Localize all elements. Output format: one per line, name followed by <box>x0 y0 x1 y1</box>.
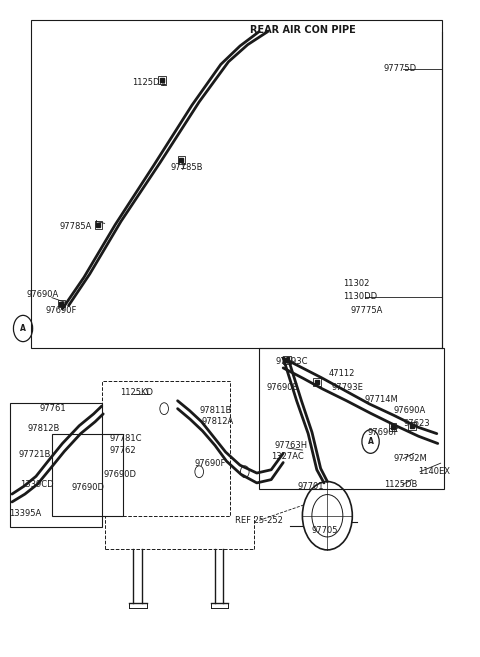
Text: 97775D: 97775D <box>384 64 417 74</box>
Bar <box>58 300 65 307</box>
Text: 97690D: 97690D <box>71 483 104 492</box>
Text: 97701: 97701 <box>298 482 324 491</box>
Bar <box>31 20 442 348</box>
Text: 97690F: 97690F <box>46 306 77 315</box>
Text: REF 25-252: REF 25-252 <box>235 516 283 525</box>
Text: 97690A: 97690A <box>394 406 426 415</box>
Bar <box>158 76 166 84</box>
Text: 97793E: 97793E <box>331 383 363 392</box>
Bar <box>10 403 102 527</box>
Text: 97690D: 97690D <box>103 470 136 479</box>
Bar <box>389 423 396 431</box>
Text: 97623: 97623 <box>403 419 430 428</box>
Bar <box>102 381 230 516</box>
Text: 1140EX: 1140EX <box>418 467 450 476</box>
Text: 97705: 97705 <box>311 526 337 535</box>
Text: 97762: 97762 <box>109 445 136 455</box>
Bar <box>408 422 416 430</box>
Text: 97690F: 97690F <box>367 428 398 437</box>
Bar <box>52 434 123 516</box>
Text: 97785B: 97785B <box>170 163 203 172</box>
Text: 97812B: 97812B <box>28 424 60 433</box>
Bar <box>283 356 291 364</box>
Text: 97763H: 97763H <box>275 441 308 450</box>
Text: 97792M: 97792M <box>394 454 427 463</box>
Text: 97714M: 97714M <box>365 395 398 404</box>
Text: 47112: 47112 <box>329 369 355 378</box>
Text: 13395A: 13395A <box>9 509 41 518</box>
Text: A: A <box>20 324 26 333</box>
Text: 1339CD: 1339CD <box>20 480 54 489</box>
Text: A: A <box>368 437 373 446</box>
Text: 1125KD: 1125KD <box>120 388 153 397</box>
Text: 97690E: 97690E <box>266 383 298 392</box>
Text: 97812A: 97812A <box>202 417 234 426</box>
Text: 1327AC: 1327AC <box>271 452 304 461</box>
Text: 97690F: 97690F <box>194 459 226 468</box>
Text: REAR AIR CON PIPE: REAR AIR CON PIPE <box>250 24 355 35</box>
Bar <box>259 348 444 489</box>
Text: 97811B: 97811B <box>199 406 231 415</box>
Text: 11302: 11302 <box>343 279 370 288</box>
Text: 97775A: 97775A <box>350 306 383 315</box>
Text: 1130DD: 1130DD <box>343 292 377 302</box>
Text: 97781C: 97781C <box>109 434 142 443</box>
Text: 97785A: 97785A <box>60 222 92 231</box>
Text: 97793C: 97793C <box>276 357 309 366</box>
Text: 97690A: 97690A <box>26 290 59 299</box>
Text: 97761: 97761 <box>39 404 66 413</box>
Bar <box>95 221 102 229</box>
Text: 1125DA: 1125DA <box>132 78 165 87</box>
Text: 97721B: 97721B <box>18 450 50 459</box>
Bar <box>178 156 185 164</box>
Text: 1125DB: 1125DB <box>384 480 418 489</box>
Bar <box>313 378 321 386</box>
